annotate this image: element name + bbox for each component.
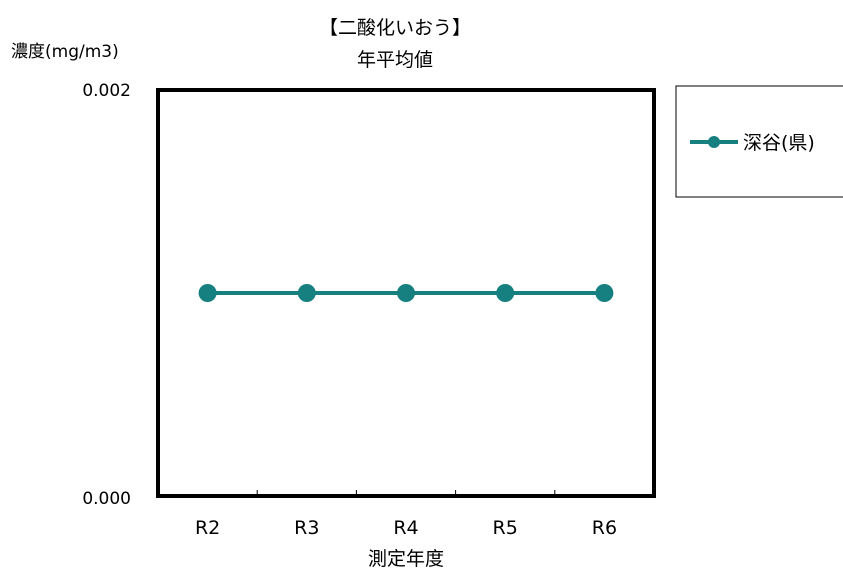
data-point [496, 284, 515, 302]
x-tick-label: R5 [493, 517, 518, 539]
data-point [198, 284, 217, 302]
legend-series-marker [708, 136, 720, 148]
x-tick-label: R6 [592, 517, 617, 539]
x-tick-label: R4 [393, 517, 418, 539]
y-tick-label-max: 0.002 [82, 81, 131, 101]
y-tick-label-min: 0.000 [82, 489, 131, 509]
data-point [297, 284, 316, 302]
y-axis-label: 濃度(mg/m3) [11, 42, 119, 62]
legend-series-label: 深谷(県) [743, 132, 815, 154]
series-layer [198, 284, 614, 302]
data-point [595, 284, 614, 302]
chart-title-line2: 年平均値 [357, 49, 433, 71]
chart-title-line1: 【二酸化いおう】 [319, 17, 471, 39]
x-tick-label: R2 [195, 517, 220, 539]
x-tick-labels: R2 R3 R4 R5 R6 [195, 517, 617, 539]
data-point [397, 284, 415, 302]
x-axis-label: 測定年度 [368, 548, 444, 570]
x-tick-label: R3 [294, 517, 319, 539]
x-ticks [256, 490, 556, 496]
